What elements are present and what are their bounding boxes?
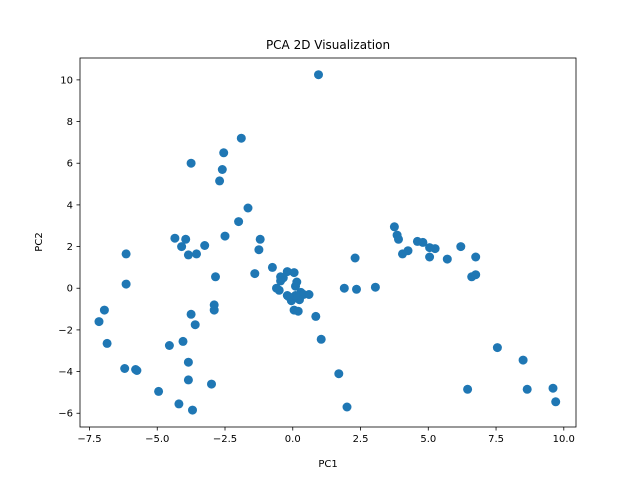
data-point <box>342 402 352 412</box>
y-tick-label: 4 <box>67 200 73 211</box>
x-tick-label: 5.0 <box>420 434 436 445</box>
y-tick-label: 6 <box>67 159 73 170</box>
data-point <box>188 405 197 415</box>
data-point <box>183 375 193 385</box>
data-point <box>334 369 344 379</box>
data-point <box>274 285 284 295</box>
data-point <box>471 270 481 280</box>
data-point <box>236 133 246 143</box>
data-point <box>394 234 403 244</box>
data-point <box>121 249 131 259</box>
x-tick-label: 10.0 <box>553 434 575 445</box>
data-point <box>276 276 286 286</box>
y-tick-label: −4 <box>58 367 73 378</box>
x-axis-label: PC1 <box>318 459 337 470</box>
data-point <box>234 217 244 227</box>
data-point <box>267 262 277 272</box>
data-point <box>254 245 264 255</box>
data-point <box>190 320 200 330</box>
data-point <box>170 233 180 243</box>
data-point <box>389 222 399 232</box>
x-tick-label: 7.5 <box>488 434 504 445</box>
data-point <box>291 291 300 300</box>
data-point <box>186 158 196 168</box>
data-point <box>217 165 227 174</box>
data-point <box>183 357 193 367</box>
data-point <box>370 282 380 292</box>
data-point <box>284 292 294 302</box>
data-point <box>456 242 466 252</box>
data-point <box>255 234 265 244</box>
data-point <box>425 252 435 262</box>
data-point <box>291 281 300 291</box>
data-point <box>430 244 440 254</box>
data-point <box>289 268 299 278</box>
data-point <box>418 237 428 247</box>
data-point <box>551 397 561 407</box>
data-point <box>164 341 174 350</box>
y-tick-label: 0 <box>67 284 73 295</box>
data-point <box>183 250 193 260</box>
x-tick-label: 2.5 <box>353 434 369 445</box>
data-point <box>220 231 230 241</box>
x-tick-label: −5.0 <box>145 434 169 445</box>
data-point <box>120 364 130 373</box>
data-point <box>522 384 532 394</box>
x-axis-ticks: −7.5 −5.0 −2.5 0.0 2.5 5.0 7.5 10.0 <box>77 427 575 445</box>
data-point <box>403 246 413 256</box>
y-tick-label: 10 <box>60 75 73 86</box>
y-tick-label: 8 <box>67 117 73 128</box>
x-tick-label: −7.5 <box>77 434 101 445</box>
plot-frame <box>79 57 577 428</box>
data-point <box>132 366 142 375</box>
chart-title: PCA 2D Visualization <box>266 38 390 52</box>
y-tick-label: −6 <box>58 409 73 420</box>
data-point <box>243 203 253 213</box>
x-tick-label: −2.5 <box>213 434 237 445</box>
data-point <box>94 317 104 327</box>
data-point <box>518 355 528 365</box>
data-point <box>186 309 196 319</box>
data-point <box>121 279 131 289</box>
data-point <box>339 283 349 293</box>
data-point <box>350 253 360 263</box>
data-point <box>492 343 502 353</box>
y-axis-ticks: −6 −4 −2 0 2 4 6 8 10 <box>58 75 80 420</box>
data-point <box>207 379 216 389</box>
x-tick-label: 0.0 <box>285 434 301 445</box>
data-point <box>174 399 184 409</box>
data-point <box>471 252 481 262</box>
data-points <box>94 70 561 415</box>
data-point <box>463 384 473 394</box>
data-point <box>181 234 191 244</box>
data-point <box>178 336 188 346</box>
data-point <box>250 269 260 279</box>
data-point <box>102 338 112 348</box>
data-point <box>548 383 558 393</box>
data-point <box>211 272 220 282</box>
data-point <box>316 334 326 344</box>
y-tick-label: −2 <box>58 325 73 336</box>
data-point <box>352 284 361 294</box>
data-point <box>177 242 187 252</box>
data-point <box>304 290 314 299</box>
data-point <box>293 306 303 316</box>
data-point <box>219 148 229 158</box>
data-point <box>154 386 164 396</box>
data-point <box>442 254 452 264</box>
data-point <box>99 305 109 315</box>
data-point <box>209 305 219 315</box>
data-point <box>311 311 321 321</box>
data-point <box>314 70 323 80</box>
data-point <box>215 176 225 186</box>
y-axis-label: PC2 <box>34 232 45 251</box>
data-point <box>192 249 201 259</box>
data-point <box>200 241 210 250</box>
y-tick-label: 2 <box>67 242 73 253</box>
